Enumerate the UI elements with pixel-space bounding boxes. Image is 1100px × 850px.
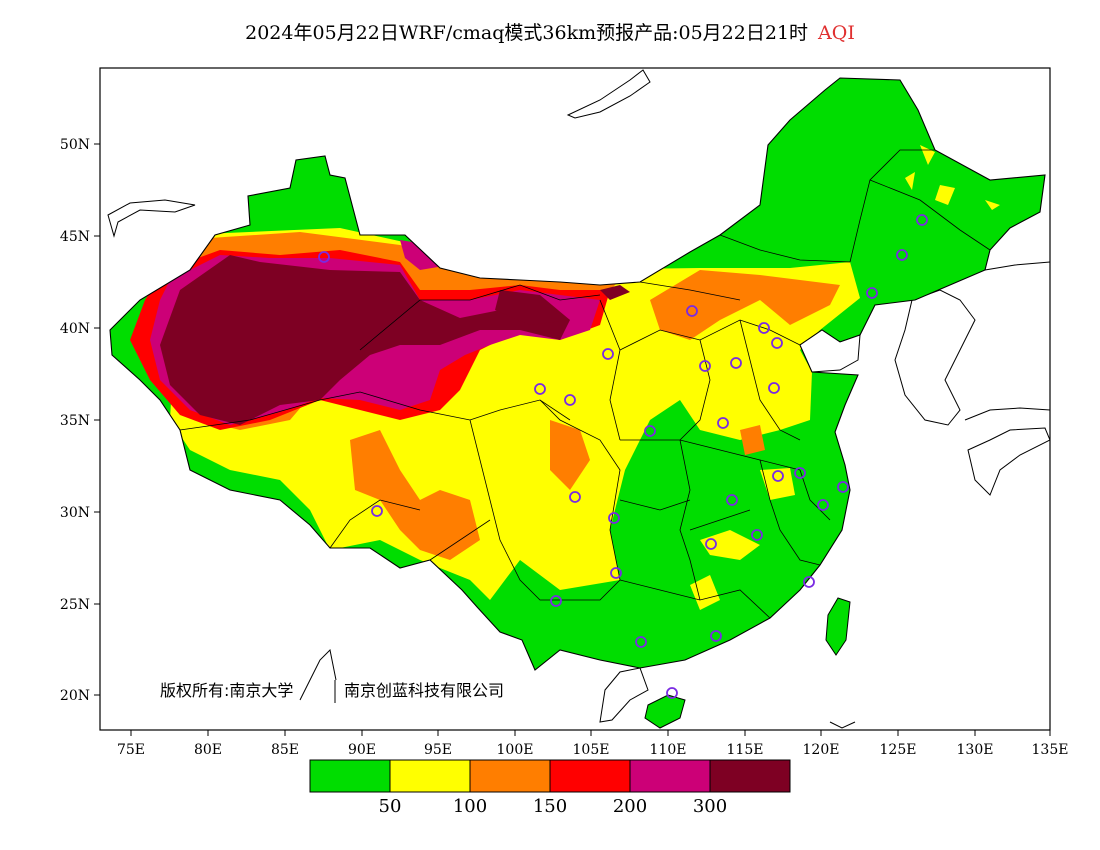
colorbar-swatch	[389, 759, 471, 793]
colorbar-label: 300	[693, 796, 727, 817]
colorbar-swatches	[309, 759, 791, 793]
title-main: 2024年05月22日WRF/cmaq模式36km预报产品:05月22日21时	[245, 22, 809, 44]
colorbar-swatch	[709, 759, 791, 793]
lat-label: 30N	[60, 505, 90, 521]
lon-label: 95E	[424, 742, 452, 758]
bohai-sea	[799, 329, 861, 373]
colorbar-label: 50	[379, 796, 402, 817]
colorbar-swatch	[309, 759, 391, 793]
aqi-band-hazardous	[160, 255, 630, 425]
colorbar-swatch	[629, 759, 711, 793]
colorbar-label: 100	[453, 796, 487, 817]
longitude-labels: 75E 80E 85E 90E 95E 100E 105E 110E 115E …	[117, 742, 1069, 758]
province-boundaries	[179, 149, 991, 619]
lat-label: 45N	[60, 229, 90, 245]
latitude-labels: 50N 45N 40N 35N 30N 25N 20N	[60, 137, 90, 704]
lon-label: 100E	[497, 742, 534, 758]
lon-label: 135E	[1032, 742, 1069, 758]
taiwan-island	[825, 597, 851, 656]
colorbar-label: 150	[533, 796, 567, 817]
lon-label: 90E	[348, 742, 376, 758]
lat-label: 20N	[60, 688, 90, 704]
colorbar-swatch	[549, 759, 631, 793]
lon-label: 130E	[957, 742, 994, 758]
plot-frame	[99, 67, 1051, 731]
colorbar: 50 100 150 200 300	[309, 759, 791, 817]
lon-label: 105E	[573, 742, 610, 758]
lon-label: 85E	[271, 742, 299, 758]
colorbar-swatch	[469, 759, 551, 793]
lon-label: 110E	[650, 742, 687, 758]
china-outline	[109, 77, 1046, 671]
axis-ticks	[94, 143, 1051, 736]
lat-label: 50N	[60, 137, 90, 153]
colorbar-label: 200	[613, 796, 647, 817]
lon-label: 115E	[727, 742, 764, 758]
copyright-text: 版权所有:南京大学	[160, 681, 293, 700]
title-variable: AQI	[818, 22, 855, 44]
copyright-org: 南京创蓝科技有限公司	[344, 681, 504, 700]
map-title: 2024年05月22日WRF/cmaq模式36km预报产品:05月22日21时 A…	[0, 18, 1100, 45]
outside-coastlines	[107, 69, 1050, 729]
lat-label: 25N	[60, 597, 90, 613]
lon-label: 80E	[194, 742, 222, 758]
colorbar-labels: 50 100 150 200 300	[379, 796, 728, 817]
lat-label: 35N	[60, 413, 90, 429]
lon-label: 125E	[880, 742, 917, 758]
lat-label: 40N	[60, 321, 90, 337]
lon-label: 120E	[803, 742, 840, 758]
monitoring-stations	[318, 214, 928, 699]
lon-label: 75E	[117, 742, 145, 758]
